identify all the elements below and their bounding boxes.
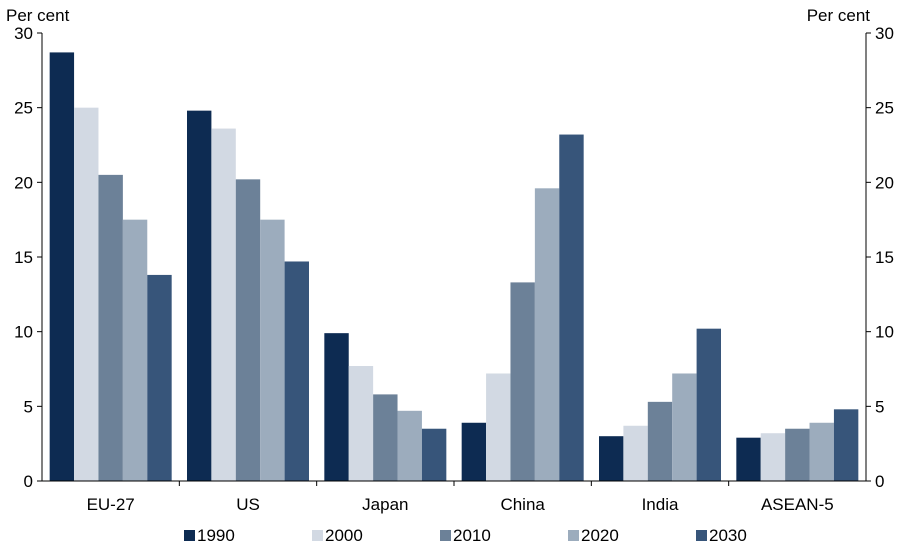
legend-swatch-2020 — [568, 530, 579, 541]
y-tick-label-right: 10 — [875, 323, 894, 342]
y-tick-label-left: 5 — [24, 397, 33, 416]
y-tick-label-left: 10 — [14, 323, 33, 342]
bar-asean-5-2030 — [833, 409, 859, 481]
bar-china-2010 — [510, 282, 535, 481]
bar-us-2020 — [260, 219, 285, 482]
bar-us-1990 — [187, 110, 212, 482]
y-tick-label-left: 0 — [24, 472, 33, 491]
bar-india-2030 — [696, 328, 721, 481]
bar-us-2030 — [284, 261, 309, 481]
axes — [37, 32, 871, 486]
x-category-label: China — [500, 495, 545, 514]
bar-japan-1990 — [324, 333, 349, 481]
bar-asean-5-2020 — [809, 422, 834, 481]
bar-eu-27-1990 — [49, 52, 75, 481]
bar-japan-2010 — [373, 394, 398, 481]
legend-swatch-2030 — [696, 530, 707, 541]
legend-label-2000: 2000 — [325, 526, 363, 545]
y-tick-label-left: 25 — [14, 99, 33, 118]
y-tick-label-right: 25 — [875, 99, 894, 118]
y-tick-label-right: 0 — [875, 472, 884, 491]
bar-asean-5-2000 — [760, 433, 786, 481]
legend-swatch-2010 — [440, 530, 451, 541]
bar-china-2020 — [534, 188, 560, 481]
bar-japan-2000 — [348, 366, 374, 481]
legend-label-2010: 2010 — [453, 526, 491, 545]
legend-swatch-1990 — [184, 530, 195, 541]
bar-japan-2020 — [397, 410, 422, 481]
bar-us-2010 — [235, 179, 261, 481]
tick-labels: 0 0 5 5 10 10 15 15 20 20 25 25 30 30 — [14, 24, 894, 491]
x-category-label: EU-27 — [87, 495, 135, 514]
category-labels: EU-27 US Japan China India ASEAN-5 — [87, 495, 834, 514]
legend-label-1990: 1990 — [197, 526, 235, 545]
bars — [49, 52, 859, 482]
bar-india-2010 — [647, 401, 673, 481]
x-category-label: India — [642, 495, 679, 514]
x-category-label: Japan — [362, 495, 408, 514]
legend: 1990 2000 2010 2020 2030 — [184, 526, 747, 545]
bar-asean-5-2010 — [785, 428, 810, 481]
bar-us-2000 — [211, 128, 236, 481]
bar-china-2030 — [559, 134, 584, 482]
bar-china-1990 — [461, 422, 487, 481]
bar-china-2000 — [486, 373, 511, 481]
bar-japan-2030 — [421, 428, 447, 481]
bar-asean-5-1990 — [736, 437, 761, 481]
y-tick-label-left: 15 — [14, 248, 33, 267]
y-tick-label-right: 5 — [875, 397, 884, 416]
y-tick-label-right: 15 — [875, 248, 894, 267]
bar-eu-27-2020 — [122, 219, 148, 482]
bar-eu-27-2010 — [98, 174, 123, 481]
y-axis-unit-left: Per cent — [6, 6, 70, 25]
y-tick-label-right: 30 — [875, 24, 894, 43]
bar-eu-27-2000 — [74, 107, 99, 482]
legend-label-2020: 2020 — [581, 526, 619, 545]
legend-label-2030: 2030 — [709, 526, 747, 545]
bar-india-1990 — [599, 436, 624, 481]
x-category-label: US — [236, 495, 260, 514]
y-axis-unit-right: Per cent — [807, 6, 871, 25]
y-tick-label-right: 20 — [875, 173, 894, 192]
y-tick-label-left: 20 — [14, 173, 33, 192]
y-tick-label-left: 30 — [14, 24, 33, 43]
bar-india-2020 — [672, 373, 697, 481]
x-category-label: ASEAN-5 — [761, 495, 834, 514]
bar-eu-27-2030 — [147, 274, 172, 481]
legend-swatch-2000 — [312, 530, 323, 541]
bar-india-2000 — [623, 425, 648, 481]
